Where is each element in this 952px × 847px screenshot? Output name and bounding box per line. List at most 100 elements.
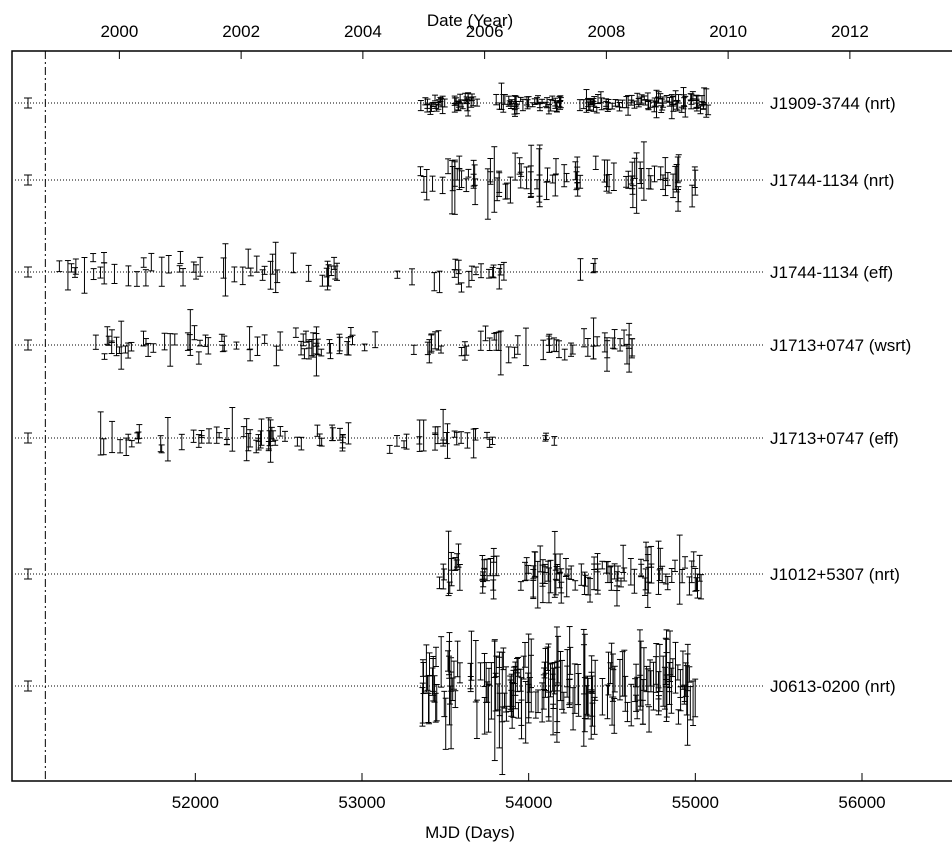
residual-point xyxy=(440,563,447,590)
residual-point xyxy=(493,331,500,351)
residual-point xyxy=(246,326,253,351)
residual-point xyxy=(520,655,527,680)
residual-point xyxy=(593,106,600,114)
residual-point xyxy=(505,346,512,364)
top-tick-label: 2006 xyxy=(466,22,504,41)
residual-point xyxy=(631,568,638,594)
residual-point xyxy=(534,179,541,190)
residual-point xyxy=(542,435,549,442)
residual-point xyxy=(97,411,104,456)
residual-point xyxy=(525,683,532,719)
residual-point xyxy=(611,563,618,580)
residual-point xyxy=(113,336,120,357)
residual-point xyxy=(500,261,507,281)
residual-point xyxy=(509,682,516,729)
residual-point xyxy=(557,650,564,702)
residual-point xyxy=(431,272,438,292)
residual-point xyxy=(458,282,465,293)
residual-point xyxy=(448,551,455,571)
reference-error-bar xyxy=(24,339,32,351)
residual-point xyxy=(656,643,663,693)
residual-point xyxy=(483,431,490,439)
residual-point xyxy=(617,577,624,588)
residual-point xyxy=(611,697,618,734)
top-tick-label: 2000 xyxy=(100,22,138,41)
residual-point xyxy=(687,686,694,721)
residual-point xyxy=(563,172,570,183)
residual-point xyxy=(461,341,468,361)
residual-point xyxy=(190,429,197,443)
residual-point xyxy=(104,326,111,345)
residual-point xyxy=(648,563,655,584)
residual-point xyxy=(191,325,198,341)
residual-point xyxy=(523,96,530,106)
residual-point xyxy=(470,428,477,459)
residual-point xyxy=(641,577,648,596)
residual-point xyxy=(470,159,477,187)
residual-point xyxy=(700,103,707,110)
residual-point xyxy=(470,96,477,107)
residual-point xyxy=(394,270,401,279)
residual-point xyxy=(97,266,104,279)
residual-point xyxy=(171,333,178,346)
residual-point xyxy=(197,256,204,277)
residual-point xyxy=(231,266,238,283)
residual-point xyxy=(525,564,532,574)
residual-point xyxy=(463,178,470,193)
residual-point xyxy=(544,167,551,182)
residual-point xyxy=(680,87,687,110)
residual-point xyxy=(272,439,279,446)
residual-point xyxy=(622,675,629,712)
residual-point xyxy=(429,667,436,696)
residual-point xyxy=(482,325,489,342)
residual-point xyxy=(195,434,202,448)
residual-point xyxy=(426,674,433,725)
residual-point xyxy=(603,561,610,574)
residual-point xyxy=(452,258,459,271)
series-3: J1713+0747 (wsrt) xyxy=(15,309,911,377)
residual-point xyxy=(324,260,331,291)
bottom-tick-label: 53000 xyxy=(338,793,385,812)
residual-point xyxy=(451,103,458,113)
residual-point xyxy=(594,563,601,591)
residual-point xyxy=(628,683,635,727)
residual-point xyxy=(673,99,680,110)
residual-point xyxy=(668,568,675,583)
residual-point xyxy=(133,271,140,287)
residual-point xyxy=(438,345,445,354)
residual-point xyxy=(640,141,647,201)
residual-point xyxy=(535,689,542,714)
series-2: J1744-1134 (eff) xyxy=(15,241,893,297)
residual-point xyxy=(438,636,445,688)
residual-point xyxy=(517,581,524,591)
residual-point xyxy=(666,662,673,689)
residual-point xyxy=(443,432,450,445)
residual-point xyxy=(681,685,688,703)
residual-point xyxy=(463,345,470,356)
residual-point xyxy=(536,144,543,208)
residual-point xyxy=(319,274,326,287)
residual-point xyxy=(128,440,135,448)
residual-point xyxy=(515,702,522,719)
residual-point xyxy=(222,243,229,297)
residual-point xyxy=(416,419,423,452)
reference-error-bar xyxy=(24,568,32,580)
bottom-tick-label: 52000 xyxy=(172,793,219,812)
residual-point xyxy=(480,571,487,583)
residual-point xyxy=(629,175,636,195)
residual-point xyxy=(575,663,582,706)
residual-point xyxy=(672,559,679,573)
residual-point xyxy=(145,342,152,357)
residual-point xyxy=(549,174,556,184)
residual-point xyxy=(167,333,174,367)
bottom-axis-title: MJD (Days) xyxy=(425,823,515,842)
residual-point xyxy=(659,98,666,111)
residual-point xyxy=(494,177,501,202)
residual-point xyxy=(268,426,275,440)
residual-point xyxy=(616,658,623,701)
residual-point xyxy=(663,95,670,102)
residual-point xyxy=(455,259,462,275)
residual-point xyxy=(445,158,452,175)
residual-point xyxy=(165,254,172,274)
residual-point xyxy=(135,431,142,444)
